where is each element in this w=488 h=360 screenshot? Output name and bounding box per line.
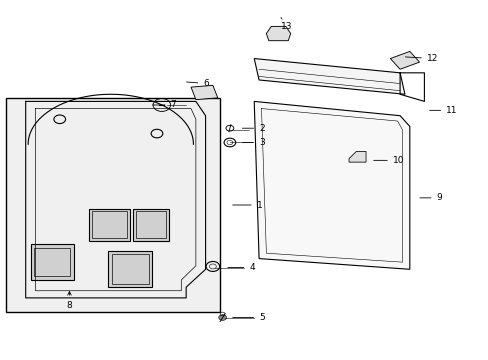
Text: 8: 8: [66, 292, 72, 310]
Bar: [89, 208, 130, 241]
Text: 12: 12: [405, 54, 437, 63]
Polygon shape: [191, 85, 217, 100]
Polygon shape: [266, 26, 290, 41]
Polygon shape: [348, 152, 366, 162]
Text: 11: 11: [429, 106, 457, 115]
Bar: [108, 251, 152, 287]
Bar: [132, 208, 169, 241]
Text: 9: 9: [419, 193, 442, 202]
Text: 10: 10: [373, 156, 404, 165]
Bar: [136, 211, 165, 238]
Text: 1: 1: [232, 201, 262, 210]
Polygon shape: [389, 51, 419, 69]
Text: 3: 3: [242, 138, 264, 147]
Polygon shape: [254, 59, 404, 94]
Text: 2: 2: [242, 124, 264, 133]
Text: 13: 13: [281, 18, 292, 31]
Text: 6: 6: [186, 79, 208, 88]
Bar: [112, 254, 148, 284]
Bar: [34, 248, 70, 276]
Bar: [92, 211, 126, 238]
Bar: [6, 98, 220, 312]
Circle shape: [218, 315, 226, 320]
Text: 7: 7: [152, 100, 176, 109]
Bar: [30, 244, 74, 280]
Text: 4: 4: [227, 263, 254, 272]
Text: 5: 5: [232, 313, 264, 322]
Polygon shape: [254, 102, 409, 269]
